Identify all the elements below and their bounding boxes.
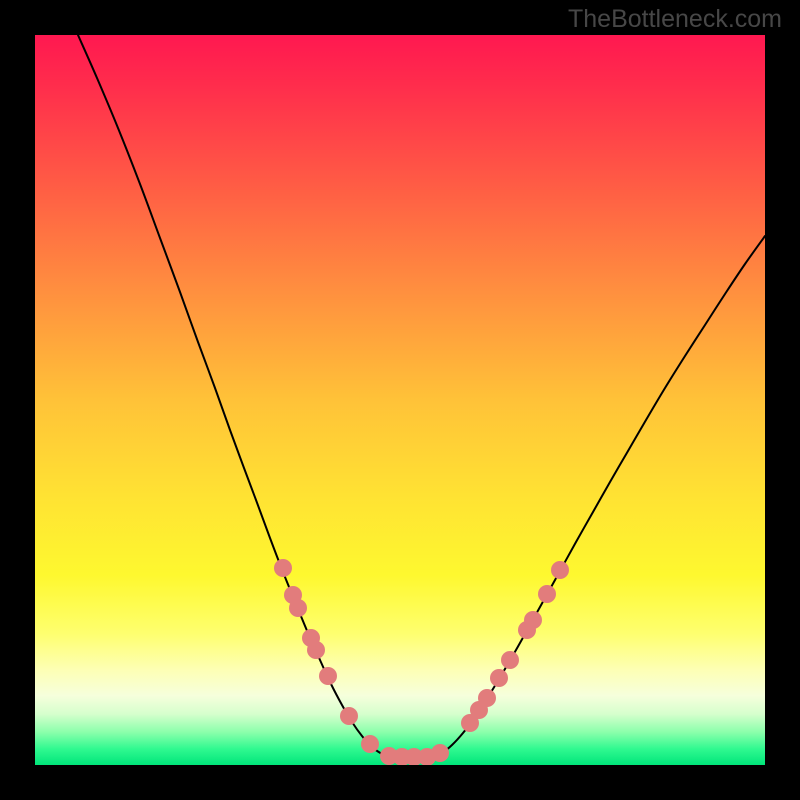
chart-frame: TheBottleneck.com bbox=[0, 0, 800, 800]
plot-area bbox=[35, 35, 765, 765]
watermark-text: TheBottleneck.com bbox=[568, 5, 782, 34]
gradient-background bbox=[35, 35, 765, 765]
